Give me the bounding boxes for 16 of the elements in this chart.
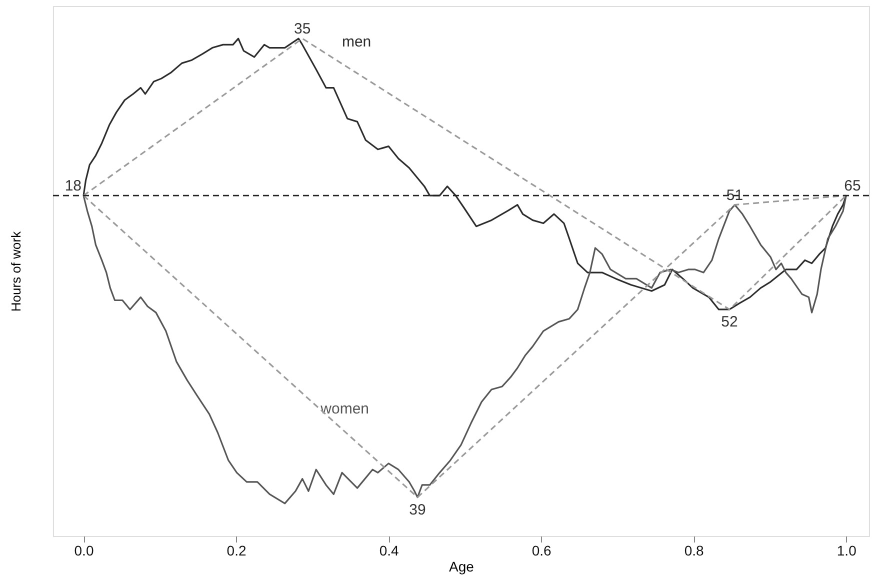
y-axis-title: Hours of work [8, 230, 24, 312]
x-tick-label: 0.2 [226, 542, 246, 558]
x-tick-label: 0.8 [684, 542, 704, 558]
annotation: 65 [844, 178, 861, 195]
annotation: 39 [409, 501, 426, 518]
annotation: 35 [294, 20, 311, 38]
x-tick-label: 1.0 [836, 542, 857, 558]
x-tick-label: 0.4 [379, 542, 399, 558]
annotation: 51 [726, 186, 744, 204]
annotation: 18 [64, 178, 82, 195]
annotation: 52 [721, 313, 738, 330]
x-tick-label: 0.0 [74, 542, 94, 558]
text: men [342, 34, 372, 51]
x-axis-title: Age [449, 558, 474, 574]
x-tick-label: 0.6 [532, 542, 552, 558]
text: women [320, 400, 370, 418]
